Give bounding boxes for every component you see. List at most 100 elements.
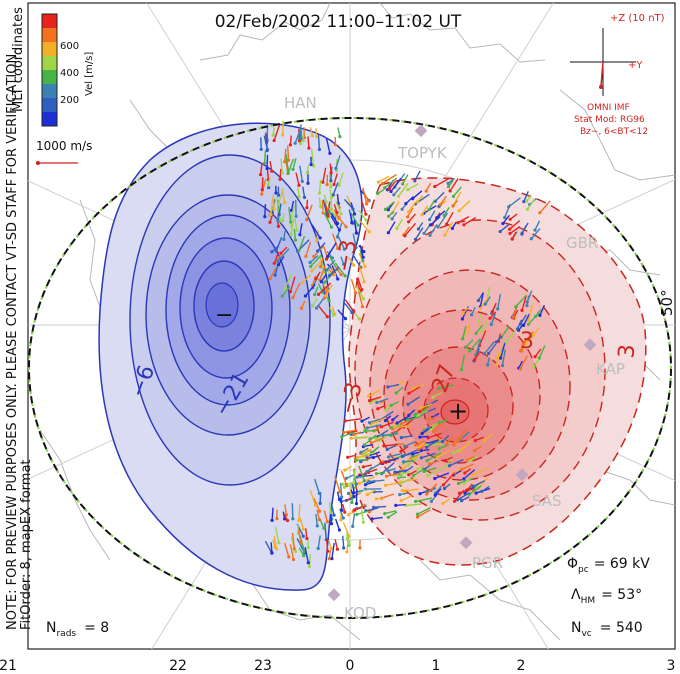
velocity-vector <box>444 221 454 236</box>
velocity-vector-origin <box>386 515 390 519</box>
velocity-vector-origin <box>464 345 468 349</box>
velocity-vector-origin <box>520 308 524 312</box>
velocity-vector <box>534 348 542 358</box>
velocity-vector <box>343 198 354 210</box>
velocity-vector <box>526 295 530 306</box>
velocity-vector <box>342 522 350 537</box>
velocity-vector-origin <box>283 287 287 291</box>
velocity-vector-origin <box>463 491 467 495</box>
velocity-vector-origin <box>286 171 290 175</box>
velocity-vector <box>333 173 338 185</box>
velocity-vector-origin <box>322 280 327 284</box>
velocity-vector-origin <box>374 437 378 441</box>
velocity-vector-origin <box>364 218 368 222</box>
velocity-vector <box>284 504 288 515</box>
velocity-vector-origin <box>398 493 402 497</box>
velocity-vector <box>458 200 471 212</box>
velocity-vector-origin <box>289 233 293 237</box>
velocity-vector-origin <box>514 305 518 309</box>
velocity-vector <box>497 293 502 310</box>
velocity-vector <box>329 502 332 513</box>
velocity-vector <box>281 286 291 297</box>
velocity-vector-origin <box>306 546 310 550</box>
velocity-vector-origin <box>341 516 345 520</box>
velocity-vector-origin <box>302 554 306 558</box>
velocity-vector-origin <box>436 225 440 229</box>
velocity-vector-origin <box>374 472 379 476</box>
velocity-vector-origin <box>365 492 370 497</box>
velocity-vector-origin <box>387 214 391 218</box>
velocity-vector <box>340 498 343 511</box>
velocity-vector-origin <box>332 513 336 517</box>
velocity-vector-origin <box>347 542 351 546</box>
velocity-vector-origin <box>396 194 401 198</box>
velocity-vector <box>404 441 416 448</box>
velocity-vector-origin <box>359 460 363 464</box>
velocity-vector <box>289 276 296 292</box>
imf-source: OMNI IMF <box>587 103 630 113</box>
velocity-vector <box>345 418 361 422</box>
velocity-vector-origin <box>309 264 313 268</box>
velocity-vector <box>442 472 456 486</box>
station-sas: SAS <box>532 492 562 510</box>
velocity-vector-origin <box>310 269 314 273</box>
velocity-vector <box>407 201 417 213</box>
velocity-vector <box>381 462 395 475</box>
velocity-vector <box>319 264 326 281</box>
velocity-vector <box>456 429 467 441</box>
velocity-vector-origin <box>372 505 376 509</box>
velocity-vector-origin <box>374 497 378 501</box>
velocity-vector-origin <box>352 433 356 437</box>
velocity-vector-origin <box>307 146 311 150</box>
velocity-vector-origin <box>414 499 418 503</box>
velocity-vector-origin <box>331 193 335 197</box>
velocity-vector-origin <box>533 228 537 232</box>
latitude-label: 50° <box>658 289 676 316</box>
velocity-vector-origin <box>329 185 333 189</box>
velocity-vector-origin <box>435 455 439 459</box>
velocity-vector <box>327 242 337 257</box>
velocity-vector <box>263 135 269 150</box>
velocity-vector-origin <box>496 307 500 311</box>
velocity-vector <box>337 309 347 320</box>
velocity-vector <box>332 182 339 196</box>
velocity-vector-origin <box>342 485 347 489</box>
velocity-vector-origin <box>383 511 387 516</box>
velocity-vector-origin <box>295 228 299 232</box>
velocity-vector-origin <box>340 508 344 512</box>
velocity-vector <box>405 503 422 507</box>
velocity-vector <box>417 506 431 515</box>
velocity-vector-origin <box>351 207 355 211</box>
velocity-vector-origin <box>361 520 365 524</box>
velocity-vector-origin <box>279 251 283 255</box>
velocity-vector <box>396 219 403 229</box>
velocity-vector-origin <box>406 463 410 467</box>
velocity-vector-origin <box>389 189 393 194</box>
velocity-vector <box>287 158 295 174</box>
velocity-vector <box>369 479 385 483</box>
velocity-vector <box>385 482 400 487</box>
velocity-vector-origin <box>451 451 455 455</box>
velocity-vector <box>443 458 453 468</box>
velocity-vector-origin <box>504 340 508 344</box>
colorbar-tick: 600 <box>60 41 79 52</box>
velocity-vector-origin <box>354 231 358 235</box>
lambda-hm-stat: ΛHM = 53° <box>571 587 642 606</box>
coordinates-label: MLT coordinates <box>11 7 26 112</box>
contour-label: 3 <box>520 329 534 354</box>
velocity-vector <box>370 417 387 425</box>
velocity-vector <box>453 437 463 446</box>
preview-note: NOTE: FOR PREVIEW PURPOSES ONLY. PLEASE … <box>5 50 20 630</box>
velocity-vector-origin <box>291 517 295 521</box>
velocity-vector-origin <box>365 426 369 430</box>
velocity-vector-origin <box>396 474 400 478</box>
velocity-vector-origin <box>270 250 274 254</box>
colorbar-cell <box>42 112 57 127</box>
contour-label: −3 <box>332 238 362 274</box>
velocity-vector-origin <box>297 183 301 187</box>
velocity-vector-origin <box>427 417 431 421</box>
velocity-vector-origin <box>525 304 529 308</box>
velocity-vector <box>534 220 541 231</box>
velocity-vector <box>509 226 521 235</box>
velocity-vector <box>271 507 274 521</box>
